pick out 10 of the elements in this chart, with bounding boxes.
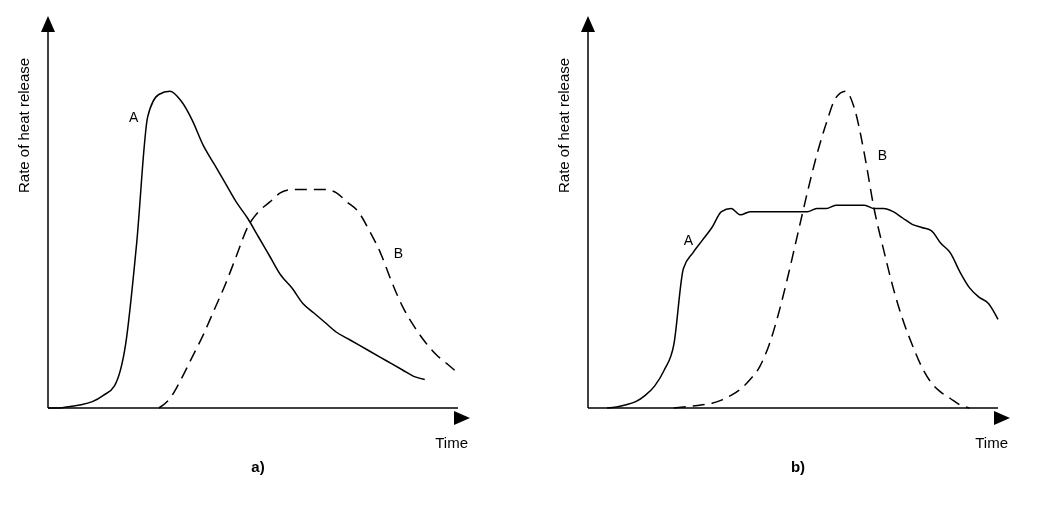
series-label: B bbox=[877, 146, 888, 163]
series-label: B bbox=[393, 244, 404, 261]
text: b) bbox=[789, 458, 807, 475]
x-axis-title: Time bbox=[435, 434, 468, 451]
y-axis-title: Rate of heat release bbox=[554, 57, 572, 193]
text: a) bbox=[250, 458, 266, 475]
x-axis-title: Time bbox=[975, 434, 1008, 451]
y-axis-title: Rate of heat release bbox=[14, 57, 32, 193]
series-label: A bbox=[129, 108, 140, 125]
series-label: A bbox=[683, 232, 694, 249]
